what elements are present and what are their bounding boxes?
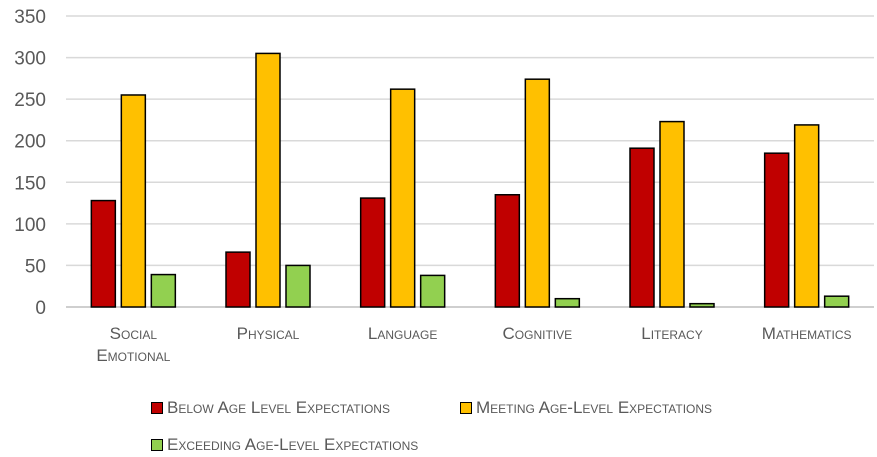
bar	[659, 120, 685, 308]
gridlines	[66, 15, 874, 308]
bar	[90, 199, 117, 308]
bar	[554, 297, 581, 308]
x-tick-label: Literacy	[641, 324, 702, 343]
y-tick-label: 50	[25, 256, 46, 277]
bar	[225, 251, 251, 308]
bar	[120, 94, 147, 308]
bar	[793, 124, 820, 308]
x-tick-label: Cognitive	[503, 324, 573, 343]
bar	[524, 78, 551, 308]
x-axis: Social Emotional Physical Language Cognitive…	[96, 324, 851, 365]
bar	[419, 274, 446, 308]
x-tick-label: Social Emotional	[96, 324, 170, 365]
y-tick-label: 150	[14, 173, 46, 194]
bar	[255, 52, 281, 308]
bar	[494, 194, 521, 308]
bar	[285, 264, 311, 308]
bar	[823, 295, 850, 308]
bar	[389, 88, 416, 308]
x-tick-label: Language	[368, 324, 437, 343]
y-tick-label: 300	[14, 49, 46, 70]
y-axis: 0 50 100 150 200 250 300 350	[14, 7, 46, 319]
bar	[629, 147, 655, 308]
x-tick-label: Physical	[237, 324, 300, 343]
y-tick-label: 0	[35, 298, 46, 319]
y-tick-label: 200	[14, 132, 46, 153]
bar	[150, 273, 177, 308]
bars	[90, 52, 850, 308]
bar	[763, 152, 790, 308]
bar	[689, 302, 715, 308]
y-tick-label: 250	[14, 90, 46, 111]
x-tick-label: Mathematics	[762, 324, 852, 343]
y-tick-label: 100	[14, 215, 46, 236]
y-tick-label: 350	[14, 7, 46, 28]
bar	[359, 197, 386, 308]
